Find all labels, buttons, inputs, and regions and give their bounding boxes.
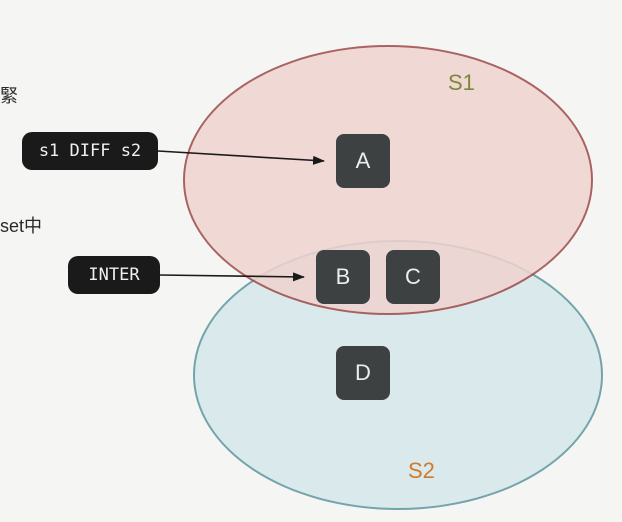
set-s1-label: S1 (448, 70, 475, 96)
node-c: C (386, 250, 440, 304)
side-text-fragment-2: set中 (0, 212, 42, 238)
callout-inter: INTER (68, 256, 160, 294)
set-s2-label: S2 (408, 458, 435, 484)
node-a: A (336, 134, 390, 188)
callout-diff: s1 DIFF s2 (22, 132, 158, 170)
node-d: D (336, 346, 390, 400)
venn-diagram: S1 S2 A B C D s1 DIFF s2 INTER 緊 set中 (0, 0, 622, 522)
node-b: B (316, 250, 370, 304)
side-text-fragment-1: 緊 (0, 82, 18, 108)
